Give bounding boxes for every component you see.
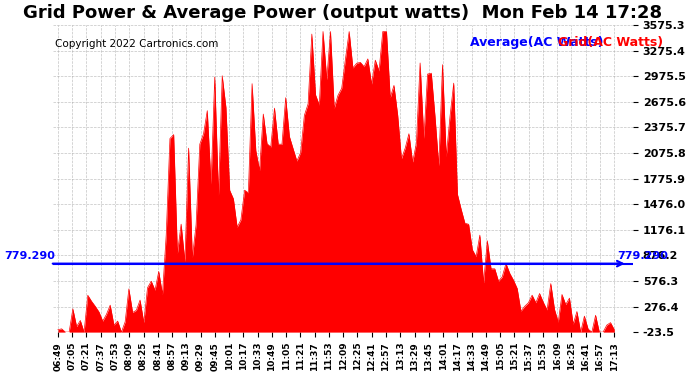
- Text: Average(AC Watts): Average(AC Watts): [471, 36, 604, 49]
- Text: Grid(AC Watts): Grid(AC Watts): [558, 36, 662, 49]
- Text: Copyright 2022 Cartronics.com: Copyright 2022 Cartronics.com: [55, 39, 219, 49]
- Title: Grid Power & Average Power (output watts)  Mon Feb 14 17:28: Grid Power & Average Power (output watts…: [23, 4, 662, 22]
- Text: 779.290: 779.290: [617, 251, 668, 261]
- Text: 779.290: 779.290: [4, 251, 55, 261]
